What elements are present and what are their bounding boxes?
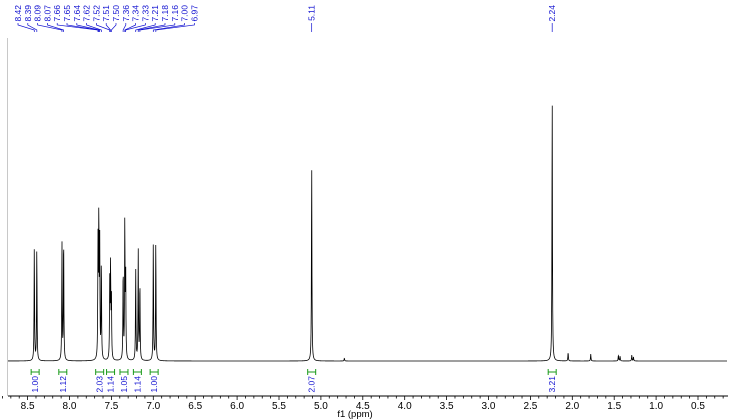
integral-bracket (547, 369, 557, 375)
peak-label-connector (56, 23, 99, 32)
integral-bracket (30, 369, 40, 375)
peak-label: 7.51 (101, 5, 111, 22)
peak-label: 8.39 (23, 5, 33, 22)
x-tick-label: 8.0 (63, 401, 77, 412)
integral-bracket (95, 369, 105, 375)
integral-bracket (58, 369, 68, 375)
x-tick-label: 4.5 (356, 401, 370, 412)
peak-label: 7.33 (140, 5, 150, 22)
peak-label: 7.64 (72, 5, 82, 22)
integral-bracket (119, 369, 129, 375)
peak-label-connector (111, 23, 117, 32)
x-tick-label: 7.0 (146, 401, 160, 412)
peak-label: 5.11 (307, 5, 317, 21)
peak-label-connector (17, 23, 35, 32)
peak-label: 8.42 (13, 5, 23, 22)
integral-value: 2.03 (95, 376, 105, 393)
integral-value: 2.07 (307, 376, 317, 393)
peak-label-connector (125, 23, 146, 32)
peak-label-connector (27, 23, 38, 32)
peak-label-connector (37, 23, 63, 32)
peak-label-connector (139, 23, 176, 32)
peak-label: 7.65 (62, 5, 72, 22)
x-tick-label: 6.5 (188, 401, 202, 412)
peak-label: 7.62 (82, 5, 92, 22)
x-tick-label: 7.5 (104, 401, 118, 412)
peak-label: 7.00 (180, 5, 190, 22)
integral-bracket (307, 369, 317, 375)
integral-value: 1.05 (119, 376, 129, 393)
peak-label: 8.07 (42, 5, 52, 22)
integrals: 1.00 1.12 2.03 1.14 1.05 1.14 1.00 2.07 3.21 (30, 369, 557, 393)
peak-label: 7.52 (91, 5, 101, 22)
peak-label-connector (105, 23, 111, 32)
x-tick-label: 5.0 (314, 401, 328, 412)
integral-value: 1.14 (132, 376, 142, 393)
x-axis: 8.5 8.0 7.5 7.0 6.5 6.0 5.5 5.0 4.5 4.0 3.5 3.0 2.5 2… (2, 395, 728, 412)
peak-label-connector (86, 23, 102, 32)
x-tick-label: 3.5 (440, 401, 454, 412)
x-axis-label: f1 (ppm) (337, 409, 372, 420)
x-tick-label: 1.5 (607, 401, 621, 412)
x-tick-label: 0.5 (691, 401, 705, 412)
integral-value: 1.14 (106, 376, 116, 393)
x-tick-label: 3.0 (482, 401, 496, 412)
spectrum-trace (8, 105, 727, 362)
x-tick-label: 5.5 (272, 401, 286, 412)
peak-label-connector (137, 23, 166, 32)
integral-bracket (132, 369, 142, 375)
peak-label-connector (96, 23, 111, 32)
integral-value: 3.21 (547, 376, 557, 393)
x-tick-label: 4.0 (398, 401, 412, 412)
peak-label-connector (47, 23, 64, 32)
peak-label-connector (124, 23, 136, 32)
peak-label: 2.24 (547, 5, 557, 22)
peak-label: 7.66 (52, 5, 62, 22)
peak-label-connector (122, 23, 127, 32)
integral-value: 1.12 (58, 376, 68, 393)
peak-label-connector (155, 23, 195, 32)
peak-label-connector (66, 23, 100, 32)
x-tick-label: 1.0 (649, 401, 663, 412)
peak-label: 7.36 (121, 5, 131, 22)
peak-label: 7.16 (170, 5, 180, 22)
peak-label-connector (152, 23, 185, 32)
integral-bracket (149, 369, 159, 375)
peak-label-connector (135, 23, 156, 32)
peak-label: 8.09 (33, 5, 43, 22)
peak-label: 7.50 (111, 5, 121, 22)
peak-label: 7.18 (160, 5, 170, 22)
peak-label: 6.97 (189, 5, 199, 22)
x-tick-label: 6.0 (230, 401, 244, 412)
peak-label-connector (76, 23, 101, 32)
x-tick-label: 8.5 (21, 401, 35, 412)
x-tick-label: 2.5 (523, 401, 537, 412)
peak-label: 7.21 (150, 5, 160, 22)
peak-labels: 8.42 8.39 8.09 8.07 7.66 7.65 7.64 7.62 7.52 7.51… (13, 5, 557, 32)
integral-value: 1.00 (149, 376, 159, 393)
integral-value: 1.00 (30, 376, 40, 393)
integral-bracket (106, 369, 116, 375)
peak-label: 7.34 (131, 5, 141, 22)
x-tick-label: 2.0 (565, 401, 579, 412)
